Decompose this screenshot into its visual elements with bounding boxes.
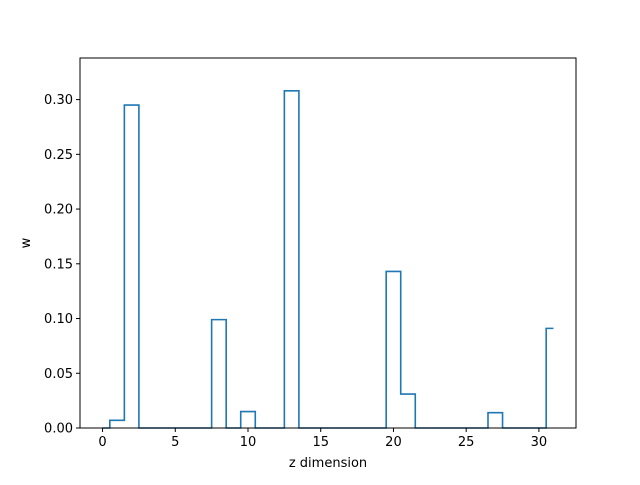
axes-frame [79,57,577,429]
x-axis-ticks: 0 5 10 15 20 25 30 [98,428,547,450]
y-tick-label: 0.05 [44,367,73,382]
y-tick-label: 0.10 [44,312,73,327]
x-tick-label: 15 [312,435,329,450]
x-tick-label: 20 [385,435,402,450]
x-tick-label: 30 [531,435,548,450]
x-tick-label: 0 [98,435,106,450]
x-tick-label: 25 [458,435,475,450]
y-tick-label: 0.00 [44,422,73,437]
y-tick-label: 0.25 [44,148,73,163]
y-tick-label: 0.15 [44,257,73,272]
x-tick-label: 5 [171,435,179,450]
y-axis-ticks: 0.00 0.05 0.10 0.15 0.20 0.25 0.30 [44,93,80,437]
y-axis-label: w [19,237,34,248]
y-tick-label: 0.20 [44,203,73,218]
y-tick-label: 0.30 [44,93,73,108]
x-tick-label: 10 [240,435,257,450]
x-axis-label: z dimension [289,456,367,471]
